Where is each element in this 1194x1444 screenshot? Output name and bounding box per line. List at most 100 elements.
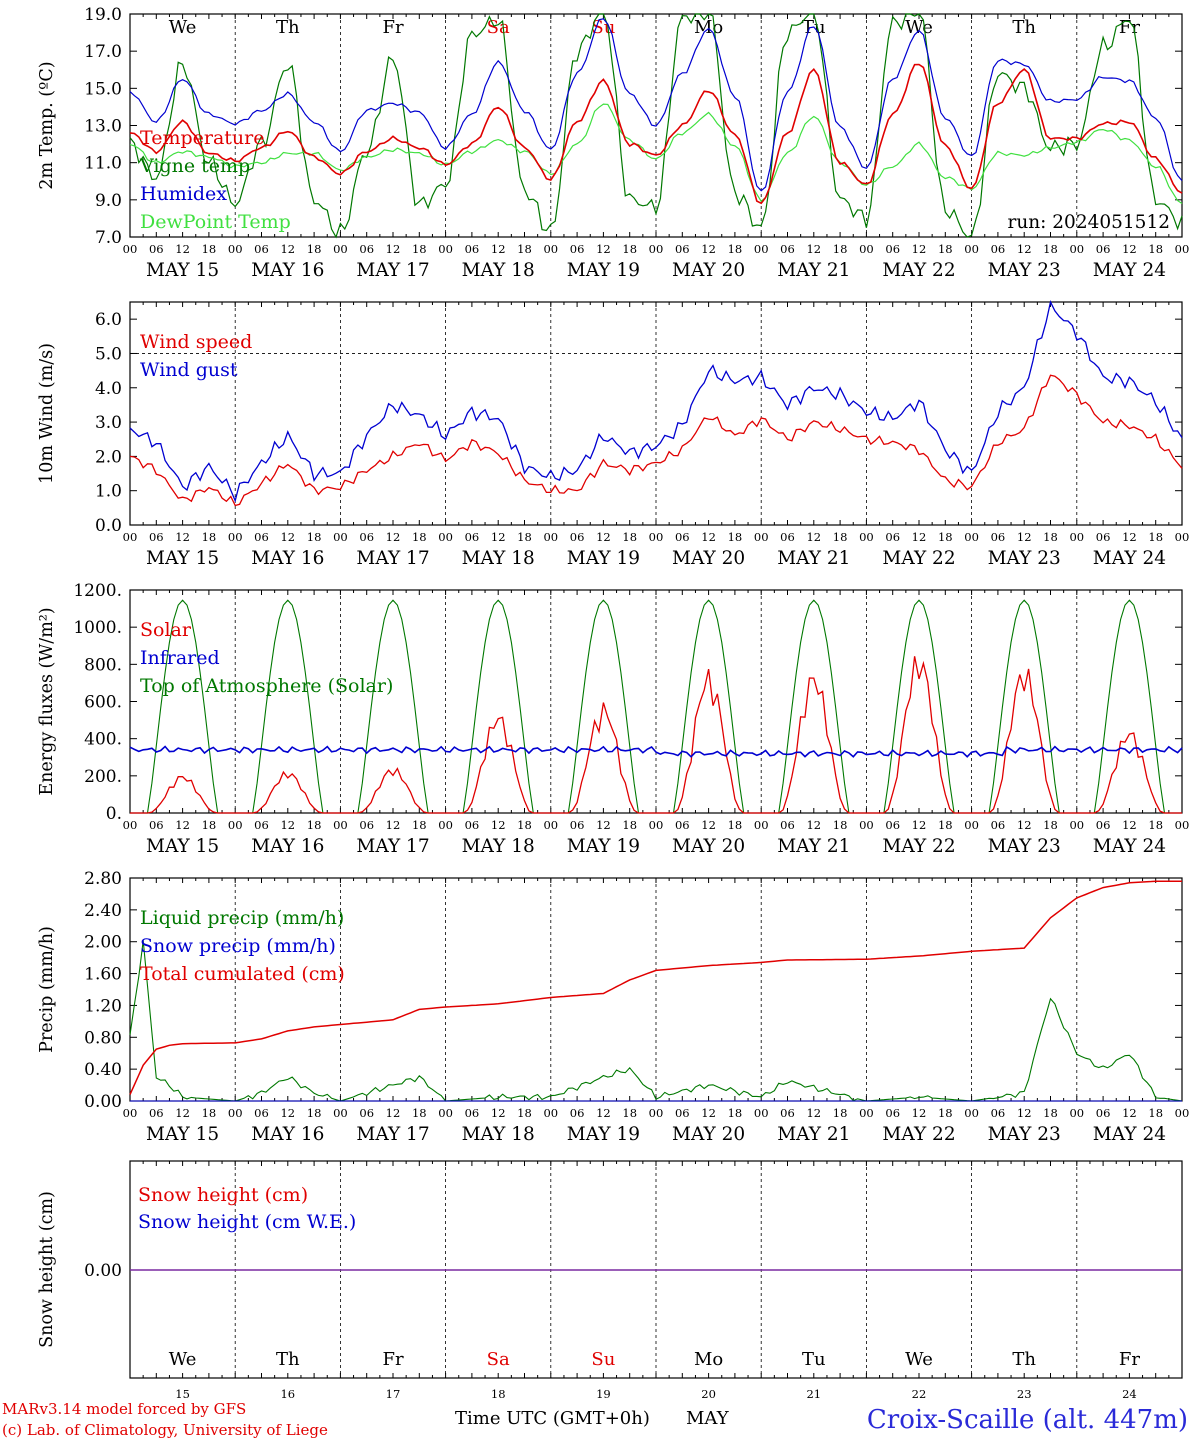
temp-y-tick-label: 15.0 (84, 79, 122, 99)
temp-hour-tick-label: 00 (228, 242, 243, 256)
precip-hour-tick-label: 06 (991, 1106, 1006, 1120)
energy-date-label: MAY 22 (882, 836, 955, 857)
precip-hour-tick-label: 18 (728, 1106, 743, 1120)
energy-hour-tick-label: 12 (386, 818, 401, 832)
temp-hour-tick-label: 00 (649, 242, 664, 256)
energy-hour-tick-label: 00 (754, 818, 769, 832)
precip-hour-tick-label: 06 (1096, 1106, 1111, 1120)
temp-hour-tick-label: 12 (386, 242, 401, 256)
precip-hour-tick-label: 00 (859, 1106, 874, 1120)
energy-hour-tick-label: 18 (1043, 818, 1058, 832)
snow-weekday-label: Th (276, 1349, 300, 1370)
energy-hour-tick-label: 00 (649, 818, 664, 832)
energy-date-label: MAY 15 (146, 836, 219, 857)
wind-hour-tick-label: 12 (596, 530, 611, 544)
wind-y-axis-label: 10m Wind (m/s) (37, 343, 57, 484)
energy-hour-tick-label: 06 (780, 818, 795, 832)
snow-legend-entry: Snow height (cm W.E.) (138, 1211, 356, 1233)
wind-hour-tick-label: 00 (123, 530, 138, 544)
wind-hour-tick-label: 00 (543, 530, 558, 544)
temp-hour-tick-label: 12 (1017, 242, 1032, 256)
wind-hour-tick-label: 12 (701, 530, 716, 544)
precip-hour-tick-label: 12 (806, 1106, 821, 1120)
precip-legend-entry: Snow precip (mm/h) (140, 935, 336, 957)
temp-y-tick-label: 11.0 (84, 154, 122, 174)
precip-date-label: MAY 21 (777, 1124, 850, 1145)
station-title: Croix-Scaille (alt. 447m) (867, 1405, 1188, 1435)
precip-hour-tick-label: 06 (780, 1106, 795, 1120)
day-number-label: 17 (386, 1387, 401, 1401)
precip-hour-tick-label: 00 (123, 1106, 138, 1120)
day-number-label: 23 (1017, 1387, 1032, 1401)
energy-hour-tick-label: 12 (280, 818, 295, 832)
temp-hour-tick-label: 00 (438, 242, 453, 256)
wind-panel: 0.0 1.0 2.0 3.0 4.0 5.0 6.0 10m Wind (m/s) 00 06 1… (37, 300, 1190, 569)
temp-weekday-label: Mo (694, 17, 723, 38)
temp-weekday-label: Fr (382, 17, 403, 38)
precip-date-label: MAY 15 (146, 1124, 219, 1145)
wind-hour-tick-label: 06 (1096, 530, 1111, 544)
precip-hour-tick-label: 00 (964, 1106, 979, 1120)
precip-hour-tick-label: 00 (1175, 1106, 1190, 1120)
energy-hour-tick-label: 06 (254, 818, 269, 832)
day-number-label: 19 (596, 1387, 611, 1401)
snow-legend-entry: Snow height (cm) (138, 1184, 308, 1206)
wind-y-tick-label: 0.0 (95, 516, 122, 536)
precip-hour-tick-label: 06 (465, 1106, 480, 1120)
precip-date-label: MAY 22 (882, 1124, 955, 1145)
precip-y-tick-label: 2.00 (84, 933, 122, 953)
credit-lab: (c) Lab. of Climatology, University of L… (2, 1421, 328, 1439)
wind-hour-tick-label: 06 (885, 530, 900, 544)
run-label: run: 2024051512 (1008, 212, 1171, 233)
wind-legend-entry: Wind gust (140, 359, 238, 381)
wind-hour-tick-label: 00 (754, 530, 769, 544)
precip-hour-tick-label: 06 (675, 1106, 690, 1120)
temp-hour-tick-label: 06 (885, 242, 900, 256)
wind-hour-tick-label: 18 (517, 530, 532, 544)
wind-hour-tick-label: 06 (991, 530, 1006, 544)
precip-hour-tick-label: 18 (622, 1106, 637, 1120)
wind-hour-tick-label: 06 (359, 530, 374, 544)
energy-hour-tick-label: 00 (123, 818, 138, 832)
temp-hour-tick-label: 00 (1175, 242, 1190, 256)
precip-legend-entry: Liquid precip (mm/h) (140, 907, 344, 929)
energy-date-label: MAY 24 (1093, 836, 1166, 857)
temp-hour-tick-label: 18 (412, 242, 427, 256)
energy-y-tick-label: 800. (84, 655, 122, 675)
wind-hour-tick-label: 12 (912, 530, 927, 544)
temp-date-label: MAY 15 (146, 260, 219, 281)
energy-y-tick-label: 1000. (73, 618, 122, 638)
temp-hour-tick-label: 12 (280, 242, 295, 256)
precip-date-label: MAY 20 (672, 1124, 745, 1145)
energy-hour-tick-label: 00 (859, 818, 874, 832)
temp-hour-tick-label: 06 (1096, 242, 1111, 256)
day-number-label: 15 (175, 1387, 190, 1401)
wind-hour-tick-label: 00 (964, 530, 979, 544)
month-label: MAY (686, 1408, 730, 1429)
temp-y-tick-label: 19.0 (84, 5, 122, 25)
precip-hour-tick-label: 12 (175, 1106, 190, 1120)
day-number-label: 24 (1122, 1387, 1137, 1401)
wind-date-label: MAY 21 (777, 548, 850, 569)
wind-hour-tick-label: 00 (1175, 530, 1190, 544)
precip-legend-entry: Total cumulated (cm) (140, 963, 345, 985)
energy-frame (129, 589, 1183, 814)
temp-hour-tick-label: 18 (833, 242, 848, 256)
temp-weekday-label: Su (591, 17, 615, 38)
precip-y-tick-label: 1.60 (84, 965, 122, 985)
precip-hour-tick-label: 12 (491, 1106, 506, 1120)
wind-date-label: MAY 19 (567, 548, 640, 569)
temp-legend-entry: Temperature (140, 127, 264, 149)
energy-hour-tick-label: 06 (885, 818, 900, 832)
energy-panel: 0. 200. 400. 600. 800. 1000. 1200. Energy fluxe… (37, 581, 1189, 857)
temp-weekday-label: Sa (487, 17, 510, 38)
precip-date-label: MAY 24 (1093, 1124, 1166, 1145)
time-axis-title: Time UTC (GMT+0h) (455, 1408, 650, 1429)
wind-date-label: MAY 22 (882, 548, 955, 569)
energy-y-tick-label: 200. (84, 767, 122, 787)
wind-y-tick-label: 4.0 (95, 379, 122, 399)
temp-hour-tick-label: 00 (543, 242, 558, 256)
wind-date-label: MAY 15 (146, 548, 219, 569)
precip-panel: 0.00 0.40 0.80 1.20 1.60 2.00 2.40 2.80 Precip (… (37, 869, 1189, 1145)
